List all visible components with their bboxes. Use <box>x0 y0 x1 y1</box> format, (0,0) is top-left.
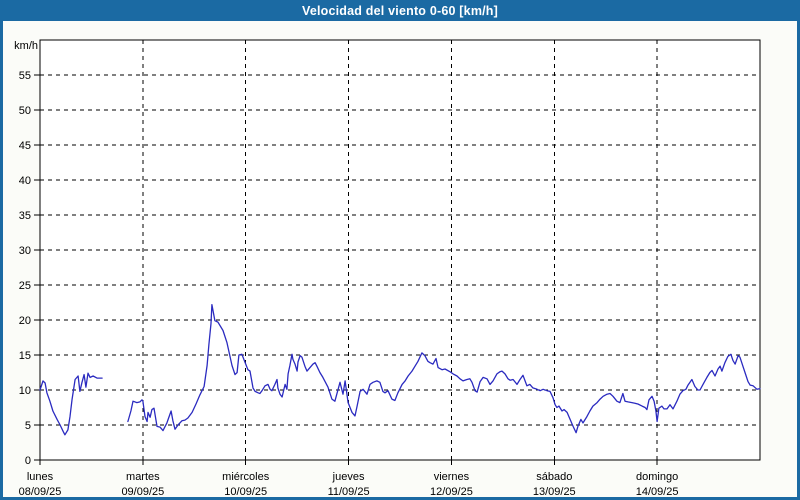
x-day-name-label: jueves <box>332 471 365 483</box>
x-day-date-label: 10/09/25 <box>224 486 267 498</box>
y-tick-label: 10 <box>19 385 31 397</box>
chart-title-bar: Velocidad del viento 0-60 [km/h] <box>0 0 800 21</box>
y-tick-label: 45 <box>19 140 31 152</box>
chart-title: Velocidad del viento 0-60 [km/h] <box>301 3 499 18</box>
x-day-date-label: 09/09/25 <box>121 486 164 498</box>
y-tick-label: 25 <box>19 280 31 292</box>
y-tick-label: 50 <box>19 105 31 117</box>
x-day-name-label: lunes <box>27 471 54 483</box>
x-day-name-label: martes <box>126 471 160 483</box>
wind-speed-line <box>39 372 103 436</box>
x-day-date-label: 12/09/25 <box>430 486 473 498</box>
y-tick-label: 15 <box>19 350 31 362</box>
x-day-date-label: 14/09/25 <box>636 486 679 498</box>
plot-border <box>39 39 761 461</box>
y-tick-label: 0 <box>25 455 31 467</box>
y-tick-label: 30 <box>19 245 31 257</box>
y-tick-label: 40 <box>19 175 31 187</box>
y-tick-label: 5 <box>25 420 31 432</box>
y-axis-unit-label: km/h <box>14 40 38 52</box>
y-tick-label: 35 <box>19 210 31 222</box>
y-tick-label: 20 <box>19 315 31 327</box>
x-day-name-label: miércoles <box>222 471 270 483</box>
x-day-name-label: domingo <box>636 471 678 483</box>
x-day-name-label: viernes <box>434 471 470 483</box>
y-tick-label: 55 <box>19 70 31 82</box>
x-day-date-label: 13/09/25 <box>533 486 576 498</box>
wind-speed-line <box>127 303 761 434</box>
x-day-date-label: 11/09/25 <box>328 486 370 498</box>
x-day-date-label: 08/09/25 <box>19 486 62 498</box>
x-day-name-label: sábado <box>536 471 572 483</box>
